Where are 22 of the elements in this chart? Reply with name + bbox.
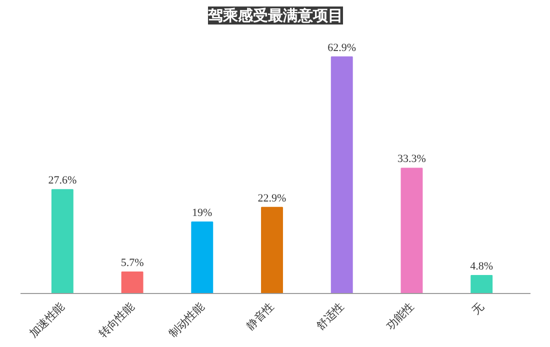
bar [261,206,283,294]
data-label: 33.3% [398,153,426,166]
bar [400,168,423,294]
data-label: 22.9% [258,192,286,204]
x-tick-label: 加速性能 [26,300,68,340]
x-tick-label: 静音性 [244,300,277,332]
x-tick-label: 无 [469,300,486,317]
bar [330,56,353,294]
data-label: 19% [192,207,212,220]
chart-title: 驾乘感受最满意项目 [207,6,343,24]
bar [191,222,214,294]
bar [121,272,144,294]
bar [470,274,493,294]
x-tick-label: 制动性能 [166,300,207,340]
data-label: 4.8% [470,260,494,272]
x-tick-label: 转向性能 [96,300,137,340]
x-tick-label: 舒适性 [314,300,346,332]
bar [51,189,74,294]
data-label: 5.7% [120,257,144,270]
x-tick-label: 功能性 [384,300,416,332]
data-label: 62.9% [328,42,356,54]
data-label: 27.6% [48,174,77,187]
